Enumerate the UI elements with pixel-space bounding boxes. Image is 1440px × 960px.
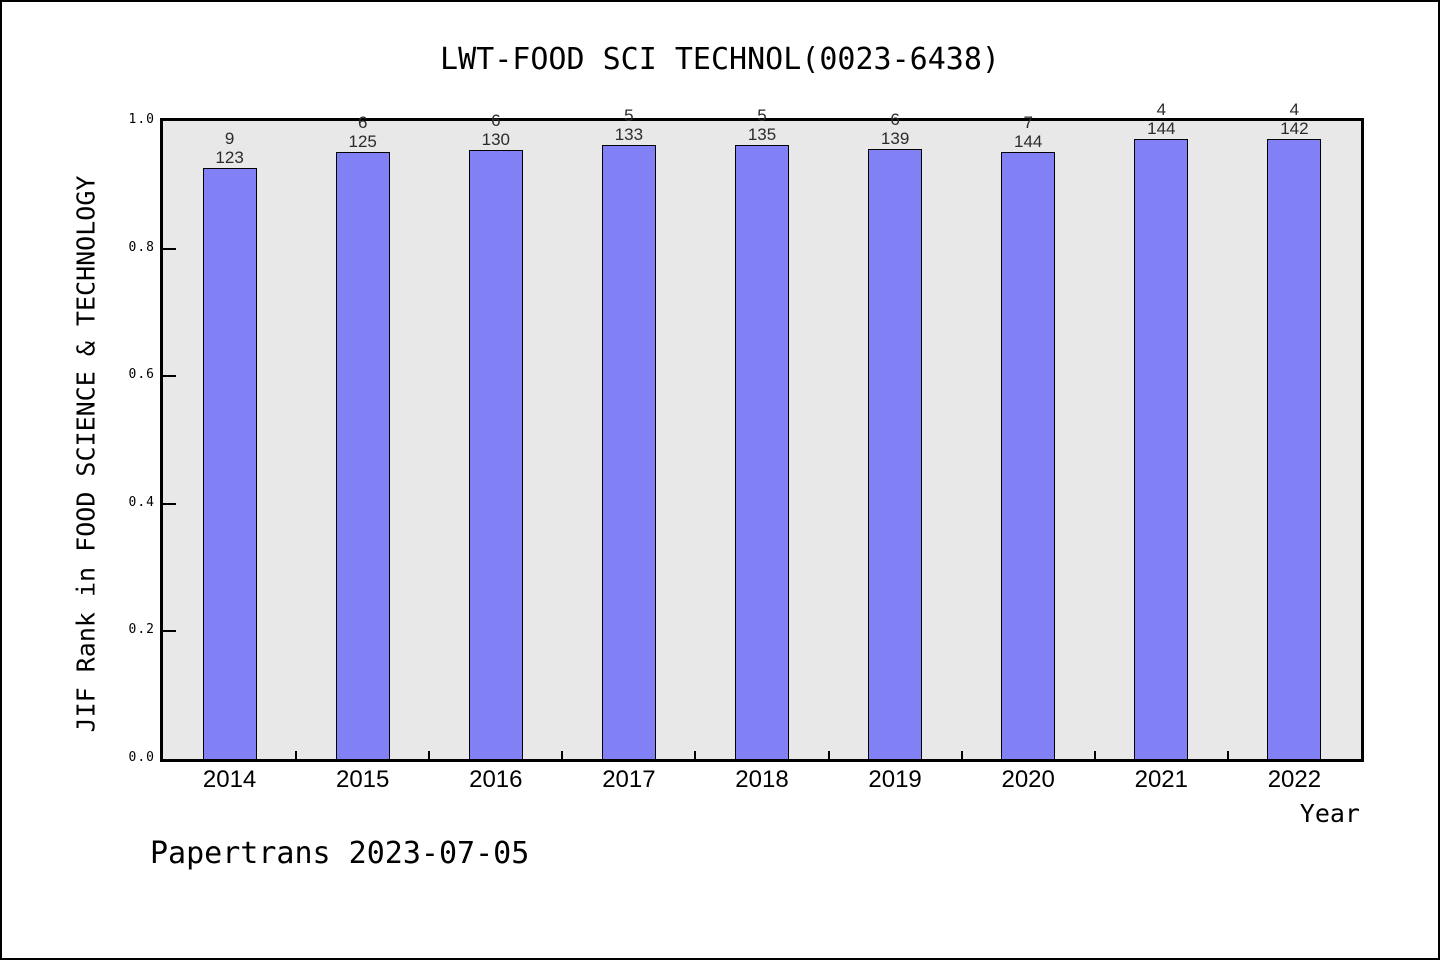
bar-label-numerator: 6 bbox=[357, 113, 368, 132]
bar-value-label: 6 125 bbox=[303, 113, 423, 151]
y-tick-label: 0.0 bbox=[128, 750, 155, 765]
bar-label-numerator: 6 bbox=[890, 110, 900, 129]
x-tick-label: 2015 bbox=[335, 766, 390, 793]
bar-value-label: 5 133 bbox=[569, 106, 689, 144]
bar-label-denominator: 144 bbox=[1014, 132, 1043, 151]
y-tick bbox=[163, 247, 176, 250]
bar bbox=[468, 150, 523, 759]
bar-label-denominator: 144 bbox=[1147, 119, 1176, 138]
x-tick-label: 2020 bbox=[1001, 766, 1055, 793]
bar-label-denominator: 139 bbox=[880, 129, 910, 148]
bar-label-numerator: 4 bbox=[1289, 100, 1300, 119]
x-minor-tick bbox=[960, 751, 963, 759]
x-tick-label: 2022 bbox=[1267, 766, 1322, 793]
y-axis-label: JIF Rank in FOOD SCIENCE & TECHNOLOGY bbox=[71, 175, 101, 733]
bar-label-numerator: 5 bbox=[624, 106, 634, 125]
x-minor-tick bbox=[1226, 751, 1229, 759]
chart-title: LWT-FOOD SCI TECHNOL(0023-6438) bbox=[440, 42, 1000, 77]
y-tick bbox=[163, 630, 176, 633]
bar-label-numerator: 7 bbox=[1023, 113, 1033, 132]
x-minor-tick bbox=[1093, 751, 1096, 759]
bar-value-label: 5 135 bbox=[702, 106, 822, 144]
bar-label-numerator: 5 bbox=[757, 106, 767, 125]
x-minor-tick bbox=[295, 751, 298, 759]
y-tick bbox=[163, 375, 176, 378]
x-tick-label: 2014 bbox=[202, 766, 257, 793]
bar-label-denominator: 125 bbox=[348, 132, 377, 151]
x-tick-label: 2017 bbox=[602, 766, 656, 793]
bar-label-denominator: 123 bbox=[215, 148, 244, 167]
bar bbox=[601, 145, 656, 759]
bar-label-denominator: 133 bbox=[614, 125, 644, 144]
x-tick-label: 2021 bbox=[1134, 766, 1188, 793]
bar bbox=[335, 152, 390, 759]
bar bbox=[868, 149, 923, 759]
x-tick-label: 2016 bbox=[469, 766, 523, 793]
bar bbox=[1267, 139, 1322, 759]
bar-label-numerator: 9 bbox=[224, 129, 235, 148]
bar bbox=[1134, 139, 1189, 759]
y-tick bbox=[163, 502, 176, 505]
bar-value-label: 9 123 bbox=[170, 129, 290, 167]
bar-value-label: 4 144 bbox=[1101, 100, 1221, 138]
x-minor-tick bbox=[694, 751, 697, 759]
x-tick-label: 2019 bbox=[868, 766, 922, 793]
y-tick-label: 1.0 bbox=[128, 112, 155, 127]
y-tick-label: 0.8 bbox=[128, 239, 155, 255]
y-tick-label: 0.6 bbox=[128, 367, 155, 383]
bar-label-denominator: 130 bbox=[481, 130, 510, 149]
bar bbox=[735, 145, 789, 759]
x-tick-label: 2018 bbox=[735, 766, 789, 793]
x-minor-tick bbox=[428, 751, 431, 759]
bar-value-label: 6 139 bbox=[835, 110, 955, 148]
bar-value-label: 6 130 bbox=[436, 111, 556, 149]
bar-label-numerator: 6 bbox=[491, 111, 501, 130]
x-minor-tick bbox=[561, 751, 564, 759]
x-minor-tick bbox=[827, 751, 830, 759]
bar-value-label: 7 144 bbox=[968, 113, 1088, 151]
bar-label-denominator: 142 bbox=[1280, 119, 1309, 138]
bar bbox=[202, 168, 257, 759]
bar-label-denominator: 135 bbox=[747, 125, 777, 144]
watermark-text: Papertrans 2023-07-05 bbox=[150, 836, 530, 871]
y-tick-label: 0.4 bbox=[128, 494, 155, 510]
x-axis-label: Year bbox=[1299, 799, 1360, 828]
plot-area: 9 123 6 125 6 130 5 133 5 135 6 139 7 144 4 144 4 142 bbox=[160, 100, 1364, 762]
bar-value-label: 4 142 bbox=[1234, 100, 1354, 138]
bar-label-numerator: 4 bbox=[1156, 100, 1167, 119]
y-tick-label: 0.2 bbox=[128, 622, 155, 638]
bar bbox=[1001, 152, 1056, 759]
